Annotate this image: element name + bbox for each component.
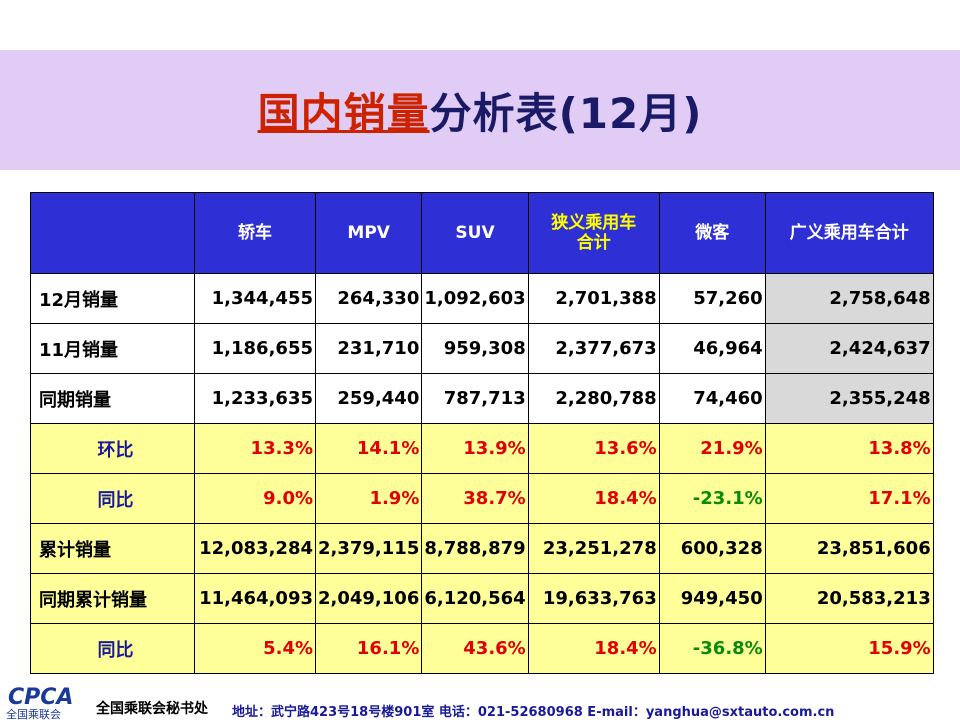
cell: 2,758,648 [764, 273, 934, 324]
header-corner [30, 192, 195, 274]
row-label: 累计销量 [30, 523, 195, 574]
cell: 2,355,248 [764, 373, 934, 424]
cell: 1,186,655 [194, 323, 316, 374]
footer-organization: 全国乘联会秘书处 [96, 701, 208, 717]
page-title: 国内销量分析表(12月) [0, 80, 960, 141]
cell: 1.9% [314, 473, 423, 524]
row-label: 同期累计销量 [30, 573, 195, 624]
cell: 5.4% [194, 623, 316, 674]
cell: 23,851,606 [764, 523, 934, 574]
header-minivan: 微客 [658, 192, 766, 274]
header-broad-total: 广义乘用车合计 [764, 192, 934, 274]
cell: 16.1% [314, 623, 423, 674]
cell: 15.9% [764, 623, 934, 674]
row-label: 同比 [30, 473, 195, 524]
cell: 1,233,635 [194, 373, 316, 424]
cell: 13.6% [527, 423, 660, 474]
cell: 38.7% [421, 473, 529, 524]
header-narrow-total: 狭义乘用车 合计 [527, 192, 660, 274]
table-row: 同期累计销量 11,464,093 2,049,106 6,120,564 19… [30, 573, 934, 624]
table-row: 环比 13.3% 14.1% 13.9% 13.6% 21.9% 13.8% [30, 423, 934, 474]
cell: 43.6% [421, 623, 529, 674]
row-label: 同期销量 [30, 373, 195, 424]
table-row: 累计销量 12,083,284 2,379,115 8,788,879 23,2… [30, 523, 934, 574]
footer-contact: 地址：武宁路423号18号楼901室 电话：021-52680968 E-mai… [232, 705, 835, 720]
cell: 23,251,278 [527, 523, 660, 574]
cell: 600,328 [658, 523, 766, 574]
table-row: 12月销量 1,344,455 264,330 1,092,603 2,701,… [30, 273, 934, 324]
cell: 14.1% [314, 423, 423, 474]
cell: 19,633,763 [527, 573, 660, 624]
cell: 46,964 [658, 323, 766, 374]
cell: -36.8% [658, 623, 766, 674]
cell: 9.0% [194, 473, 316, 524]
cell: 8,788,879 [421, 523, 529, 574]
header-suv: SUV [421, 192, 529, 274]
cell: 13.3% [194, 423, 316, 474]
cell: 17.1% [764, 473, 934, 524]
cell: 18.4% [527, 623, 660, 674]
cpca-logo: CPCA [8, 685, 74, 710]
cell: 949,450 [658, 573, 766, 624]
cell: 57,260 [658, 273, 766, 324]
cell: 2,049,106 [314, 573, 423, 624]
title-highlight: 国内销量 [257, 89, 430, 138]
cell: 1,344,455 [194, 273, 316, 324]
cell: 1,092,603 [421, 273, 529, 324]
table-row: 11月销量 1,186,655 231,710 959,308 2,377,67… [30, 323, 934, 374]
title-band [0, 50, 960, 170]
row-label: 环比 [30, 423, 195, 474]
cell: 2,377,673 [527, 323, 660, 374]
cpca-logo-subtitle: 全国乘联会 [6, 708, 61, 721]
row-label: 11月销量 [30, 323, 195, 374]
cell: 74,460 [658, 373, 766, 424]
cell: 13.9% [421, 423, 529, 474]
cell: 959,308 [421, 323, 529, 374]
cell: 264,330 [314, 273, 423, 324]
table-row: 同比 5.4% 16.1% 43.6% 18.4% -36.8% 15.9% [30, 623, 934, 674]
cell: 2,701,388 [527, 273, 660, 324]
cell: 21.9% [658, 423, 766, 474]
cell: 2,280,788 [527, 373, 660, 424]
row-label: 同比 [30, 623, 195, 674]
table-row: 同期销量 1,233,635 259,440 787,713 2,280,788… [30, 373, 934, 424]
cell: 231,710 [314, 323, 423, 374]
cell: 2,379,115 [314, 523, 423, 574]
cell: 13.8% [764, 423, 934, 474]
table-row: 同比 9.0% 1.9% 38.7% 18.4% -23.1% 17.1% [30, 473, 934, 524]
cell: 2,424,637 [764, 323, 934, 374]
cell: 6,120,564 [421, 573, 529, 624]
header-mpv: MPV [314, 192, 423, 274]
cell: -23.1% [658, 473, 766, 524]
cell: 20,583,213 [764, 573, 934, 624]
sales-table: 轿车 MPV SUV 狭义乘用车 合计 微客 广义乘用车合计 12月销量 1,3… [30, 192, 934, 674]
cell: 787,713 [421, 373, 529, 424]
title-rest: 分析表(12月) [429, 89, 703, 138]
cell: 259,440 [314, 373, 423, 424]
cell: 12,083,284 [194, 523, 316, 574]
cell: 11,464,093 [194, 573, 316, 624]
header-sedan: 轿车 [194, 192, 316, 274]
table-header-row: 轿车 MPV SUV 狭义乘用车 合计 微客 广义乘用车合计 [30, 192, 934, 274]
row-label: 12月销量 [30, 273, 195, 324]
cell: 18.4% [527, 473, 660, 524]
